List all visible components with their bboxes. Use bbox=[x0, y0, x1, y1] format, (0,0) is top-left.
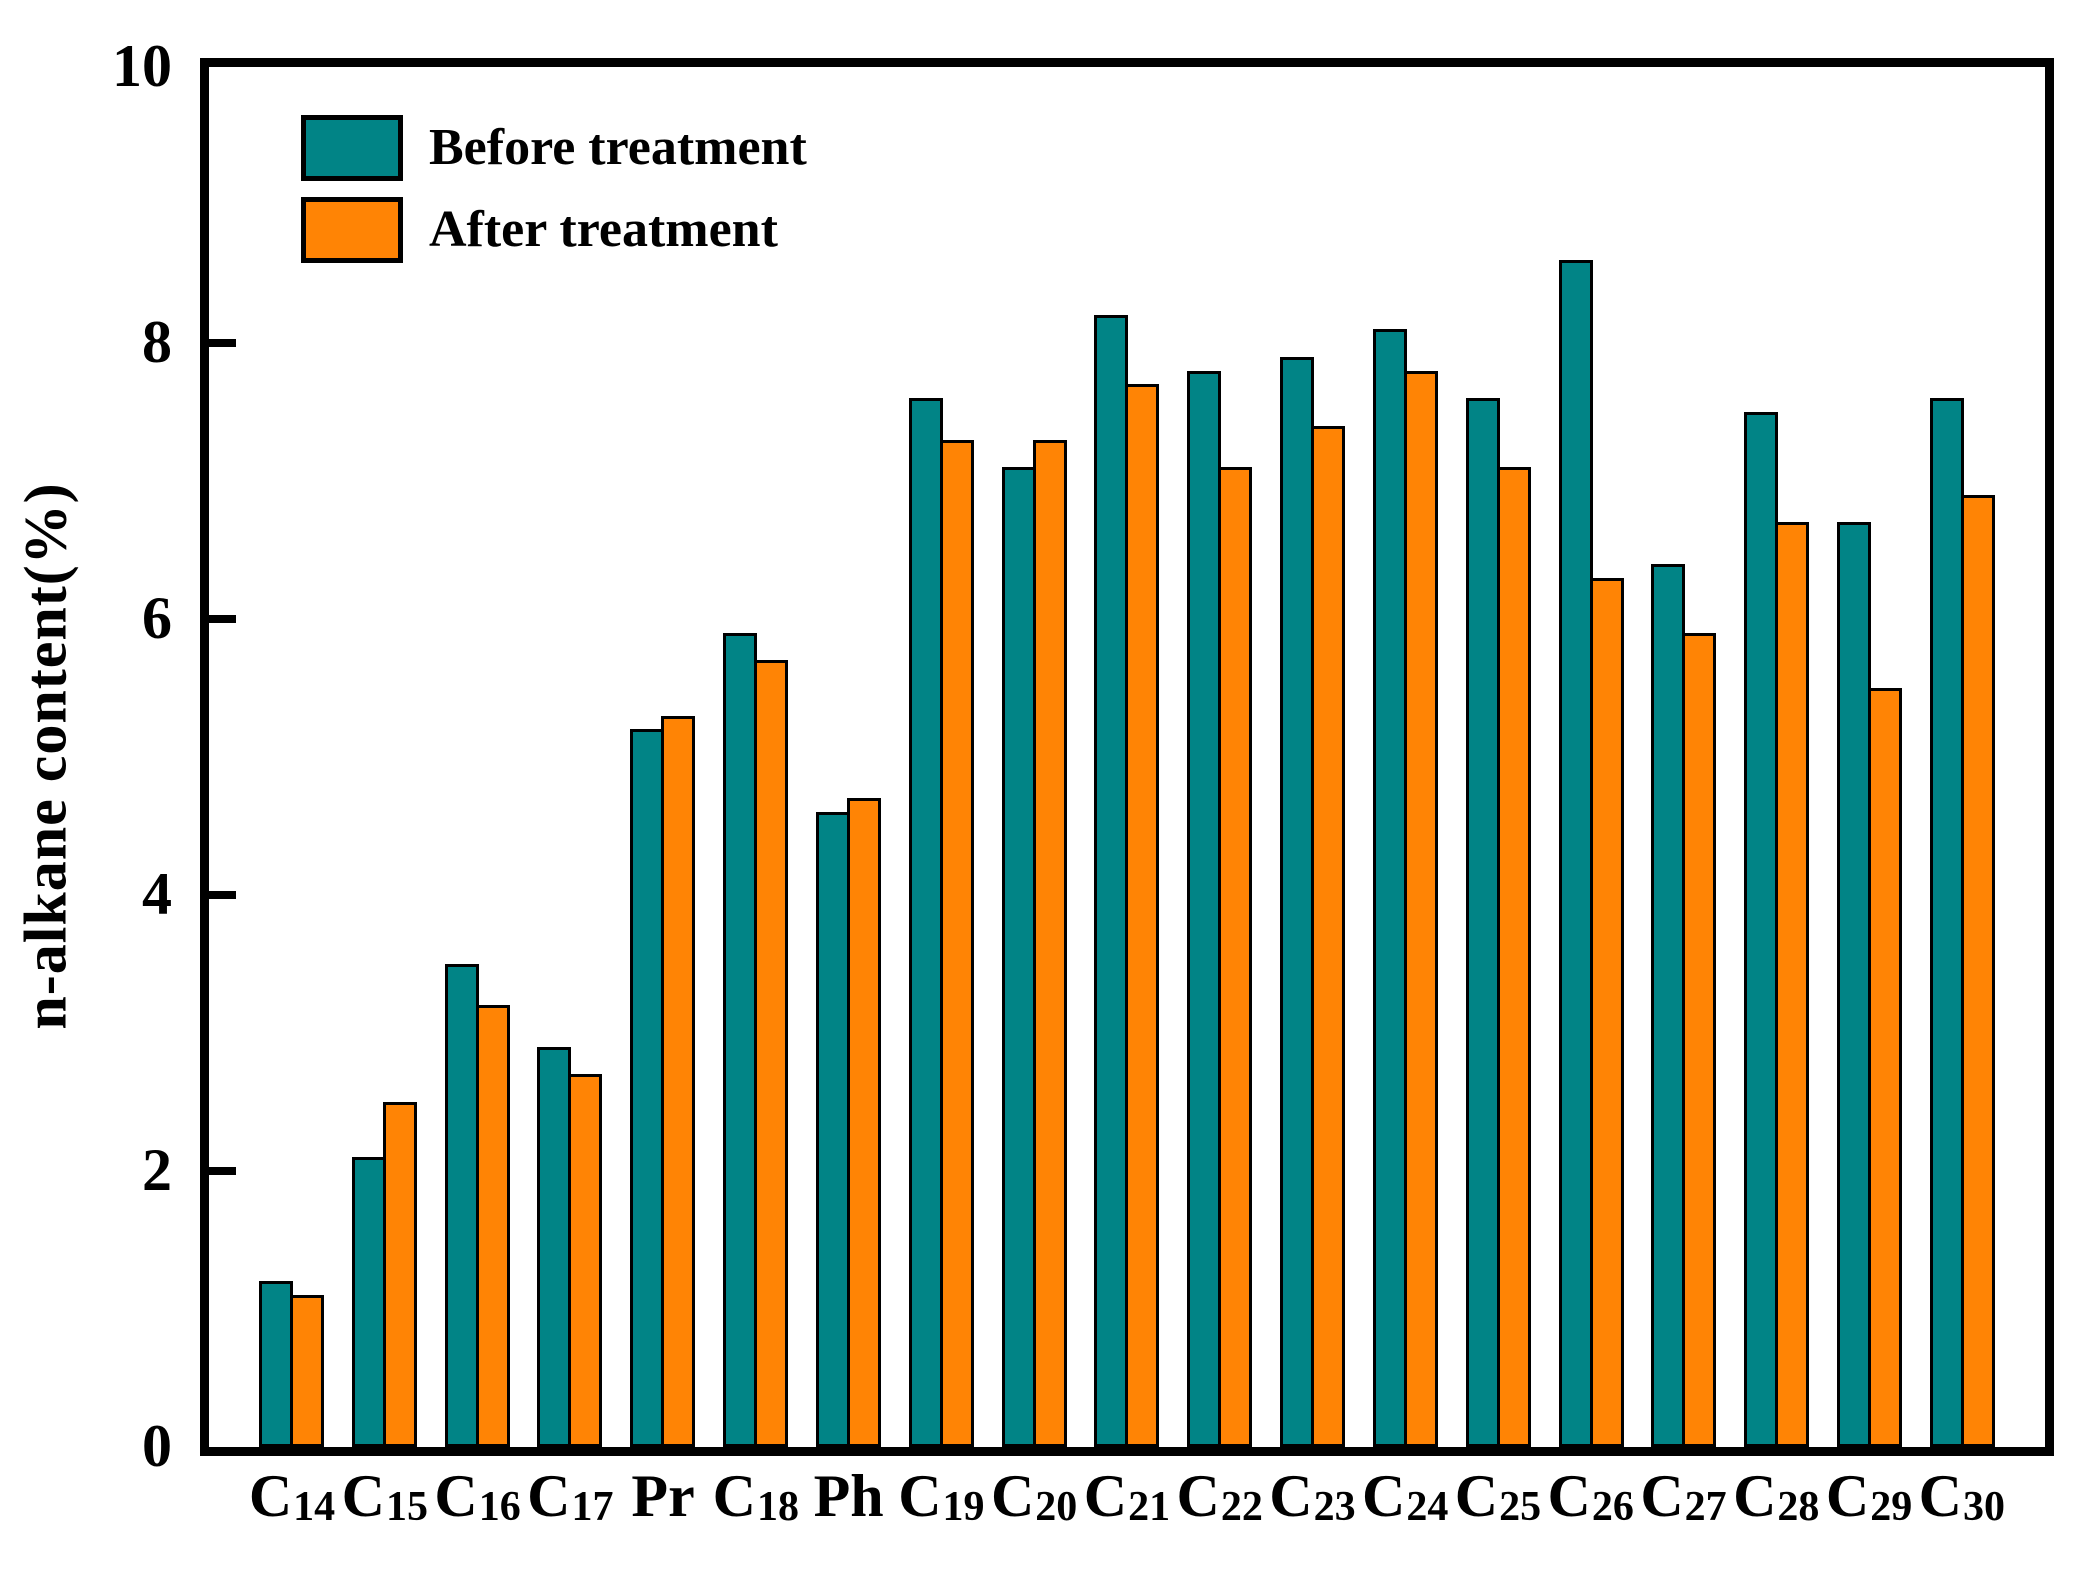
x-tick-label: C 19 bbox=[898, 1463, 985, 1530]
bar-group-C30 bbox=[1929, 67, 1995, 1447]
x-tick-label: C 29 bbox=[1825, 1463, 1913, 1530]
x-tick-label: C 18 bbox=[712, 1463, 799, 1530]
plot-area: Before treatment After treatment bbox=[200, 58, 2054, 1456]
bar-after-C25 bbox=[1496, 467, 1531, 1447]
y-tick-mark bbox=[209, 891, 236, 899]
bar-before-C23 bbox=[1280, 356, 1315, 1447]
x-tick-label: C 17 bbox=[527, 1463, 614, 1530]
y-tick-label: 4 bbox=[142, 860, 172, 927]
bar-after-C27 bbox=[1682, 632, 1717, 1447]
x-tick-label: C 14 bbox=[248, 1463, 336, 1530]
bar-group-C27 bbox=[1651, 67, 1717, 1447]
bar-after-C29 bbox=[1868, 688, 1903, 1447]
x-tick-label: C 30 bbox=[1918, 1463, 2005, 1530]
bar-group-C15 bbox=[351, 67, 417, 1447]
bar-before-Pr bbox=[630, 729, 665, 1447]
bar-after-C30 bbox=[1960, 494, 1995, 1447]
bar-group-C17 bbox=[537, 67, 603, 1447]
y-tick-label: 0 bbox=[142, 1412, 172, 1479]
bar-before-C28 bbox=[1744, 412, 1779, 1447]
bar-after-C20 bbox=[1032, 439, 1067, 1447]
bar-before-C18 bbox=[723, 632, 758, 1447]
bar-group-Pr bbox=[630, 67, 696, 1447]
bar-after-Ph bbox=[846, 798, 881, 1447]
x-tick-label: C 20 bbox=[990, 1463, 1078, 1530]
bar-before-C16 bbox=[444, 964, 479, 1447]
bar-before-C30 bbox=[1929, 398, 1964, 1447]
bar-group-Ph bbox=[815, 67, 881, 1447]
bar-group-C14 bbox=[259, 67, 324, 1447]
x-tick-label: C 25 bbox=[1454, 1463, 1542, 1530]
y-tick-mark bbox=[209, 615, 236, 623]
bar-after-C26 bbox=[1589, 577, 1624, 1447]
bar-before-C27 bbox=[1651, 563, 1686, 1447]
legend-label-after: After treatment bbox=[429, 201, 778, 258]
bar-before-C19 bbox=[908, 398, 943, 1447]
bar-after-C15 bbox=[382, 1102, 417, 1447]
x-tick-label: Ph bbox=[813, 1463, 884, 1529]
x-tick-label: C 21 bbox=[1083, 1463, 1171, 1530]
bar-after-C19 bbox=[939, 439, 974, 1447]
x-tick-label: C 15 bbox=[341, 1463, 428, 1530]
bar-before-C29 bbox=[1837, 522, 1872, 1447]
x-tick-label: C 24 bbox=[1362, 1463, 1449, 1530]
bar-before-C15 bbox=[351, 1157, 386, 1447]
legend-item-before: Before treatment bbox=[301, 115, 807, 181]
bar-after-C22 bbox=[1218, 467, 1253, 1447]
y-tick-label: 10 bbox=[112, 32, 172, 99]
bar-before-C21 bbox=[1094, 315, 1129, 1447]
bar-before-C22 bbox=[1187, 370, 1222, 1447]
bar-group-C16 bbox=[444, 67, 510, 1447]
bar-after-C24 bbox=[1403, 370, 1438, 1447]
legend-item-after: After treatment bbox=[301, 197, 807, 263]
bar-before-C24 bbox=[1372, 329, 1407, 1447]
bar-group-C28 bbox=[1744, 67, 1810, 1447]
bar-series-container bbox=[209, 67, 2045, 1447]
x-tick-label: C 23 bbox=[1269, 1463, 1356, 1530]
bar-after-C18 bbox=[754, 660, 789, 1447]
bar-after-Pr bbox=[661, 715, 696, 1447]
bar-after-C17 bbox=[568, 1074, 603, 1447]
legend-swatch-after-icon bbox=[301, 197, 403, 263]
bar-before-Ph bbox=[815, 812, 850, 1447]
legend-swatch-before-icon bbox=[301, 115, 403, 181]
bar-group-C26 bbox=[1558, 67, 1624, 1447]
bar-after-C23 bbox=[1311, 425, 1346, 1447]
legend: Before treatment After treatment bbox=[301, 115, 807, 263]
y-tick-label: 6 bbox=[142, 584, 172, 651]
y-tick-mark bbox=[209, 339, 236, 347]
x-tick-label: C 28 bbox=[1733, 1463, 1820, 1530]
bar-group-C20 bbox=[1001, 67, 1067, 1447]
x-axis-tick-labels: C 14 C 15 C 16 C 17 Pr C 18 Ph C 19 C 20 C 21 C 22 C 23 C 24 C 25… bbox=[209, 1463, 2045, 1530]
bar-group-C21 bbox=[1094, 67, 1160, 1447]
bar-group-C18 bbox=[723, 67, 789, 1447]
x-tick-label: C 26 bbox=[1547, 1463, 1634, 1530]
x-tick-label: C 22 bbox=[1176, 1463, 1263, 1530]
bar-group-C19 bbox=[908, 67, 974, 1447]
legend-label-before: Before treatment bbox=[429, 119, 807, 176]
bar-group-C24 bbox=[1372, 67, 1438, 1447]
bar-after-C14 bbox=[290, 1295, 324, 1447]
bar-after-C16 bbox=[475, 1005, 510, 1447]
bar-group-C23 bbox=[1280, 67, 1346, 1447]
bar-group-C25 bbox=[1465, 67, 1531, 1447]
bar-before-C20 bbox=[1001, 467, 1036, 1447]
x-tick-label: C 16 bbox=[434, 1463, 521, 1530]
y-axis-tick-labels: 0 2 4 6 8 10 bbox=[0, 36, 186, 1476]
y-tick-mark bbox=[209, 1167, 236, 1175]
bar-group-C29 bbox=[1837, 67, 1903, 1447]
y-tick-label: 8 bbox=[142, 308, 172, 375]
x-tick-label: Pr bbox=[631, 1463, 695, 1529]
bar-before-C26 bbox=[1558, 260, 1593, 1447]
bar-group-C22 bbox=[1187, 67, 1253, 1447]
y-tick-label: 2 bbox=[142, 1136, 172, 1203]
x-tick-label: C 27 bbox=[1640, 1463, 1727, 1530]
bar-before-C25 bbox=[1465, 398, 1500, 1447]
bar-before-C17 bbox=[537, 1046, 572, 1447]
bar-after-C28 bbox=[1775, 522, 1810, 1447]
bar-after-C21 bbox=[1125, 384, 1160, 1447]
bar-before-C14 bbox=[259, 1281, 293, 1447]
